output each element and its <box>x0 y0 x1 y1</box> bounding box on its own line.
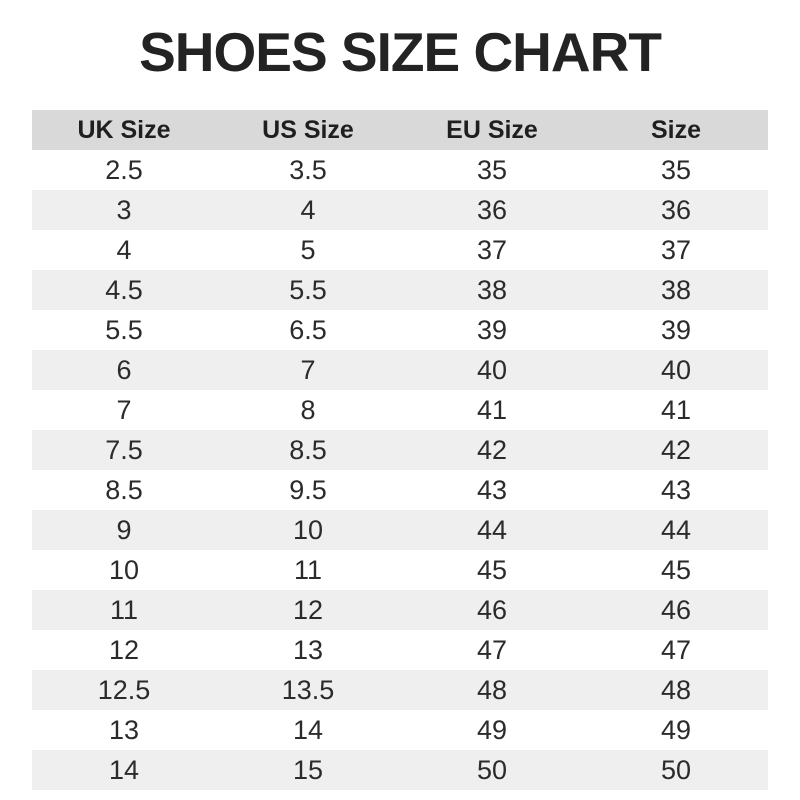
table-cell: 41 <box>476 395 508 425</box>
table-row: 10 11 45 45 <box>32 550 768 590</box>
table-row: 12 13 47 47 <box>32 630 768 670</box>
table-row: 13 14 49 49 <box>32 710 768 750</box>
table-cell: 4 <box>300 195 316 225</box>
table-cell: 50 <box>476 755 508 785</box>
table-cell: 37 <box>476 235 508 265</box>
table-cell: 35 <box>660 155 692 185</box>
table-cell: 48 <box>476 675 508 705</box>
table-cell: 46 <box>476 595 508 625</box>
table-cell: 42 <box>476 435 508 465</box>
table-header-row: UK Size US Size EU Size Size <box>32 110 768 150</box>
table-cell: 49 <box>476 715 508 745</box>
table-cell: 45 <box>476 555 508 585</box>
table-body: 2.5 3.5 35 35 3 4 36 36 4 5 37 37 4.5 5.5 38 38 5.5 6.5 39… <box>32 150 768 790</box>
table-cell: 46 <box>660 595 692 625</box>
table-cell: 11 <box>293 555 323 585</box>
table-cell: 36 <box>476 195 508 225</box>
table-cell: 11 <box>109 595 139 625</box>
table-cell: 44 <box>476 515 508 545</box>
table-row: 14 15 50 50 <box>32 750 768 790</box>
table-row: 6 7 40 40 <box>32 350 768 390</box>
table-cell: 37 <box>660 235 692 265</box>
table-cell: 7.5 <box>105 435 143 465</box>
table-cell: 12 <box>108 635 140 665</box>
table-cell: 35 <box>476 155 508 185</box>
table-cell: 49 <box>660 715 692 745</box>
table-cell: 40 <box>476 355 508 385</box>
table-cell: 9 <box>116 515 132 545</box>
table-cell: 14 <box>108 755 140 785</box>
table-cell: 8 <box>300 395 316 425</box>
table-cell: 43 <box>476 475 508 505</box>
table-cell: 12 <box>292 595 324 625</box>
table-row: 12.5 13.5 48 48 <box>32 670 768 710</box>
table-cell: 42 <box>660 435 692 465</box>
column-header-uk-size: UK Size <box>77 116 171 144</box>
table-cell: 41 <box>660 395 692 425</box>
page-title: SHOES SIZE CHART <box>139 21 662 83</box>
table-cell: 36 <box>660 195 692 225</box>
table-cell: 5 <box>300 235 316 265</box>
table-cell: 13.5 <box>281 675 335 705</box>
table-row: 7.5 8.5 42 42 <box>32 430 768 470</box>
table-cell: 12.5 <box>97 675 151 705</box>
table-cell: 48 <box>660 675 692 705</box>
table-cell: 3.5 <box>289 155 327 185</box>
column-header-size: Size <box>650 116 702 144</box>
table-cell: 10 <box>108 555 140 585</box>
table-cell: 5.5 <box>289 275 327 305</box>
table-row: 11 12 46 46 <box>32 590 768 630</box>
table-row: 8.5 9.5 43 43 <box>32 470 768 510</box>
table-cell: 9.5 <box>289 475 327 505</box>
table-cell: 5.5 <box>105 315 143 345</box>
table-row: 4.5 5.5 38 38 <box>32 270 768 310</box>
table-row: 7 8 41 41 <box>32 390 768 430</box>
column-header-us-size: US Size <box>262 116 354 144</box>
table-cell: 6.5 <box>289 315 327 345</box>
table-row: 4 5 37 37 <box>32 230 768 270</box>
table-cell: 7 <box>116 395 132 425</box>
table-cell: 4.5 <box>105 275 143 305</box>
table-cell: 13 <box>292 635 324 665</box>
size-chart-page: SHOES SIZE CHART UK Size US Size EU Size Si… <box>0 24 800 800</box>
table-row: 3 4 36 36 <box>32 190 768 230</box>
table-cell: 15 <box>292 755 324 785</box>
column-header-eu-size: EU Size <box>446 116 538 144</box>
table-cell: 7 <box>300 355 316 385</box>
table-cell: 38 <box>476 275 508 305</box>
table-cell: 13 <box>108 715 140 745</box>
table-cell: 38 <box>660 275 692 305</box>
table-cell: 39 <box>476 315 508 345</box>
table-cell: 47 <box>476 635 508 665</box>
table-row: 5.5 6.5 39 39 <box>32 310 768 350</box>
table-cell: 8.5 <box>105 475 143 505</box>
table-cell: 4 <box>116 235 132 265</box>
table-cell: 44 <box>660 515 692 545</box>
size-table: UK Size US Size EU Size Size 2.5 3.5 35 35 3 4 36… <box>32 110 768 790</box>
table-row: 9 10 44 44 <box>32 510 768 550</box>
table-cell: 2.5 <box>105 155 143 185</box>
table-cell: 8.5 <box>289 435 327 465</box>
table-cell: 45 <box>660 555 692 585</box>
table-cell: 47 <box>660 635 692 665</box>
table-cell: 14 <box>292 715 324 745</box>
table-cell: 6 <box>116 355 132 385</box>
table-cell: 10 <box>292 515 324 545</box>
table-cell: 39 <box>660 315 692 345</box>
table-row: 2.5 3.5 35 35 <box>32 150 768 190</box>
table-cell: 40 <box>660 355 692 385</box>
table-cell: 43 <box>660 475 692 505</box>
table-cell: 50 <box>660 755 692 785</box>
table-cell: 3 <box>116 195 132 225</box>
